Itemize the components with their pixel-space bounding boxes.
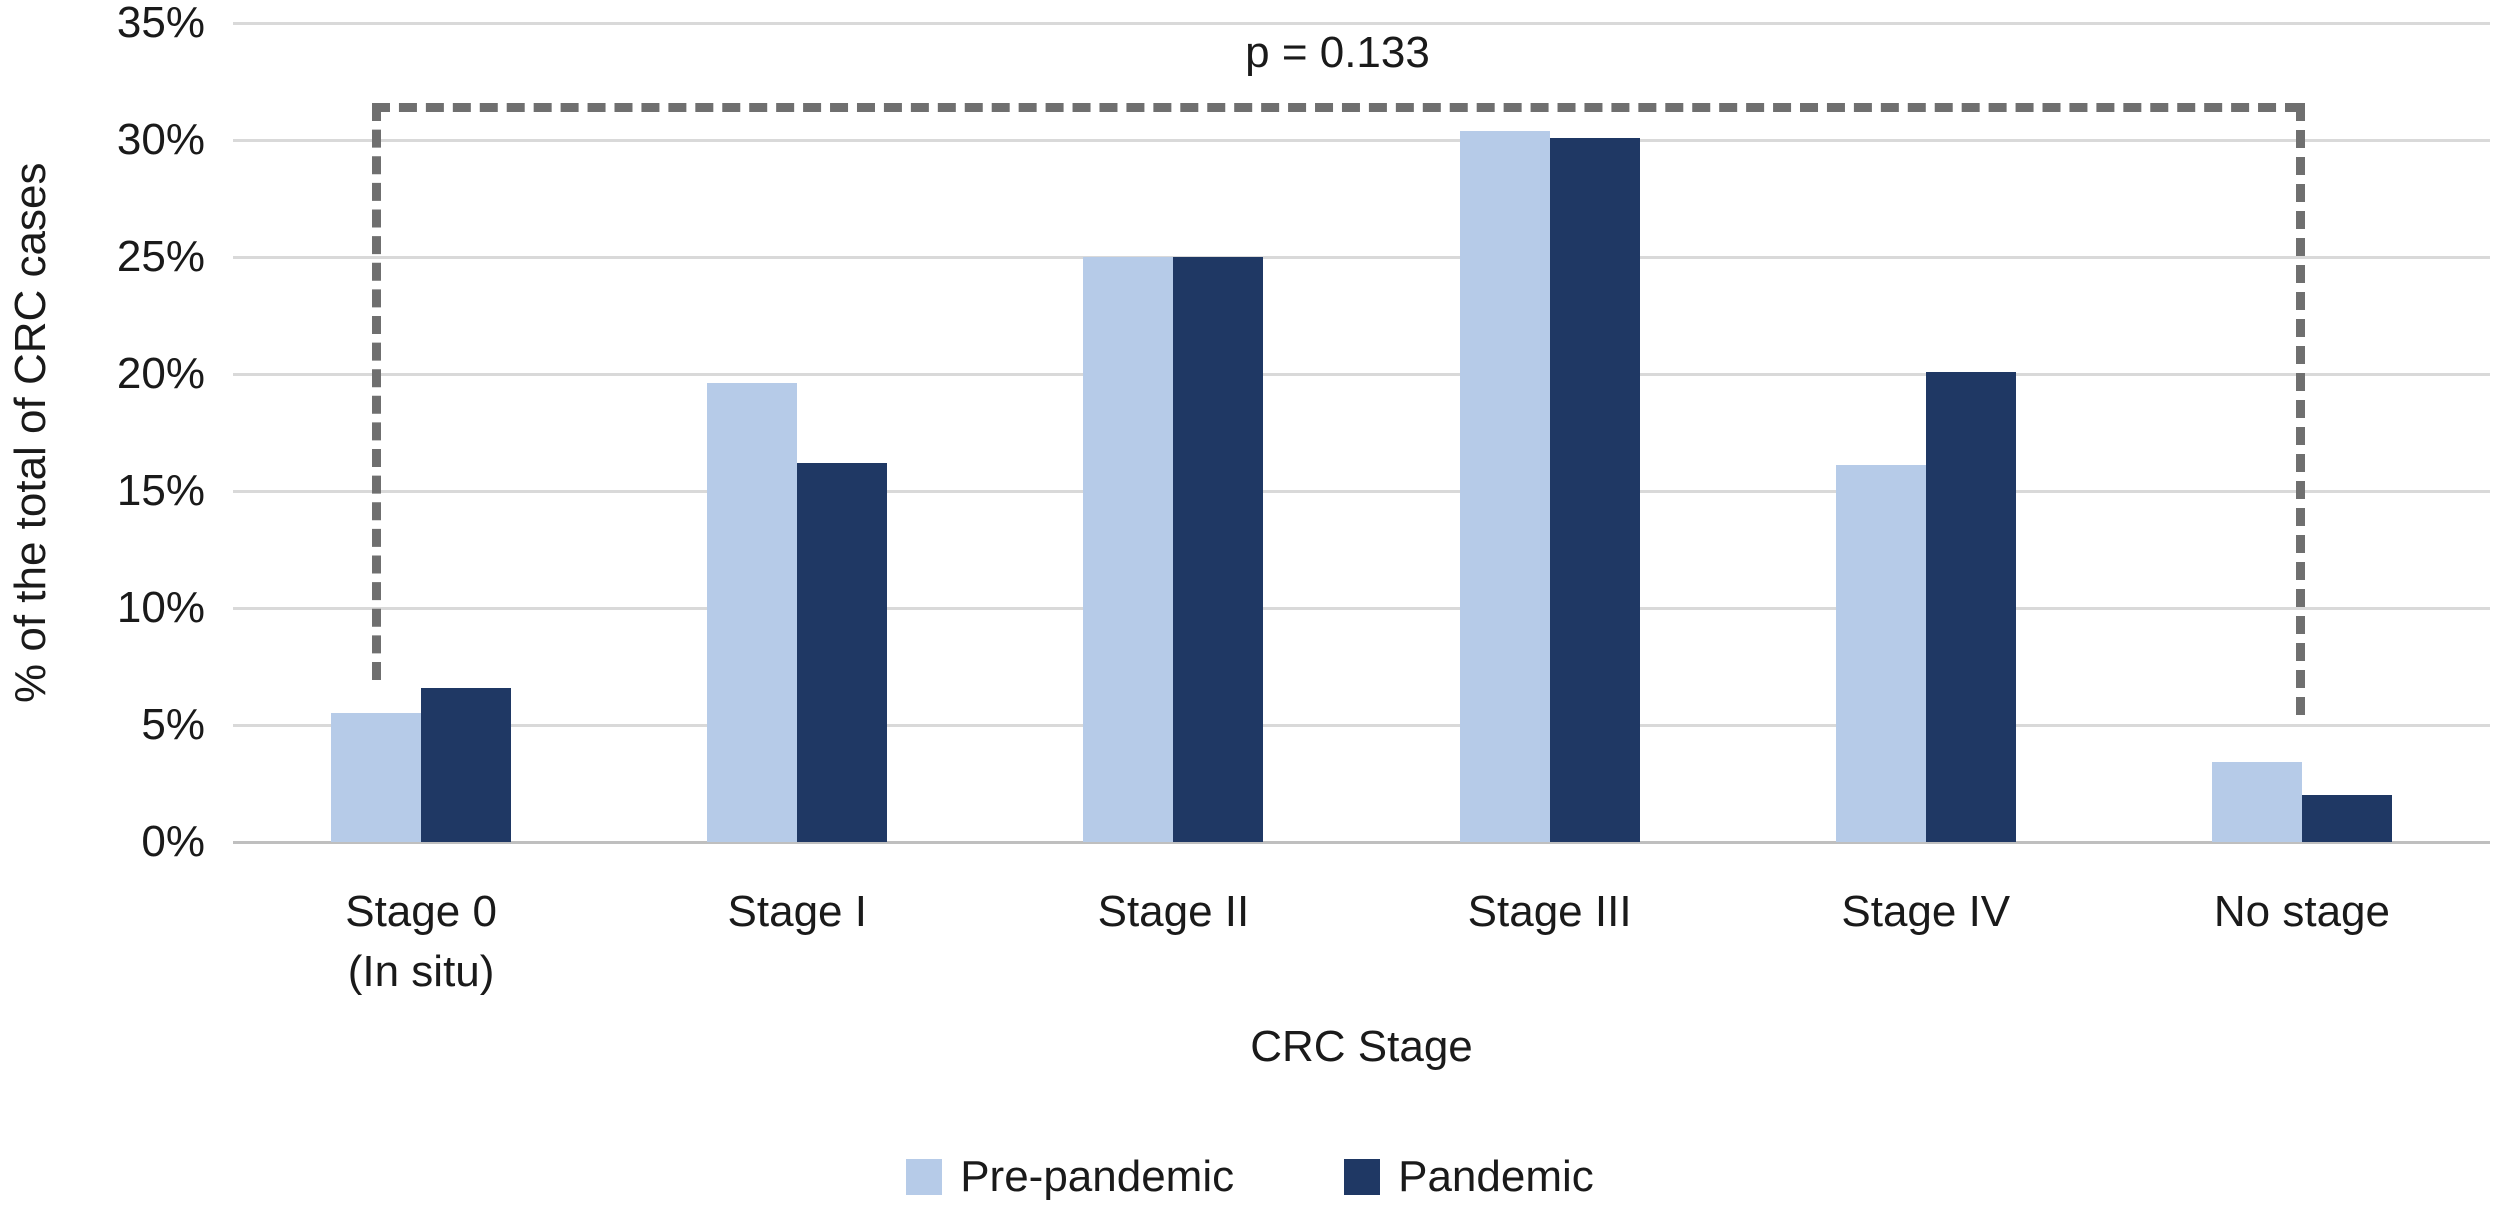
category-label: Stage I <box>727 887 867 936</box>
category-label: Stage IV <box>1841 887 2011 936</box>
gridline <box>233 256 2490 259</box>
bar-pandemic <box>2301 795 2392 842</box>
y-tick-label: 5% <box>141 700 205 749</box>
bar-pre-pandemic <box>1835 465 1926 842</box>
legend-label-pre-pandemic: Pre-pandemic <box>960 1152 1235 1201</box>
gridline <box>233 841 2490 844</box>
legend-swatch-pre-pandemic <box>906 1159 943 1195</box>
y-tick-label: 25% <box>116 232 205 281</box>
y-tick-label: 35% <box>116 0 205 47</box>
y-tick-label: 20% <box>116 349 205 398</box>
bar-pre-pandemic <box>1083 257 1174 842</box>
bar-pandemic <box>1925 371 2016 842</box>
bar-pre-pandemic <box>1459 130 1550 842</box>
bar-group-stage-0 <box>233 23 609 842</box>
gridline <box>233 22 2490 25</box>
gridline <box>233 607 2490 610</box>
legend-item-pandemic: Pandemic <box>1344 1152 1594 1202</box>
bar-group-stage-iii <box>1362 23 1738 842</box>
category-label: Stage 0 (In situ) <box>345 887 497 996</box>
bar-series-container <box>233 23 2490 842</box>
p-value-bracket-horizontal <box>372 103 2303 112</box>
legend-swatch-pandemic <box>1344 1159 1381 1195</box>
y-tick-label: 10% <box>116 583 205 632</box>
category-label: No stage <box>2213 887 2390 936</box>
gridline <box>233 373 2490 376</box>
bar-pandemic <box>421 687 512 842</box>
bar-pre-pandemic <box>2211 762 2302 842</box>
gridline <box>233 139 2490 142</box>
x-axis-title: CRC Stage <box>1250 1022 1473 1071</box>
p-value-bracket-right <box>2296 103 2305 715</box>
legend-item-pre-pandemic: Pre-pandemic <box>906 1152 1234 1202</box>
legend-label-pandemic: Pandemic <box>1398 1152 1594 1201</box>
gridline <box>233 724 2490 727</box>
bar-pre-pandemic <box>707 383 798 842</box>
category-label: Stage III <box>1467 887 1632 936</box>
plot-area <box>233 22 2490 844</box>
y-tick-label: 30% <box>116 115 205 164</box>
bar-group-stage-i <box>609 23 985 842</box>
y-tick-label: 15% <box>116 466 205 515</box>
gridline <box>233 490 2490 493</box>
bar-pandemic <box>797 462 888 842</box>
bar-group-stage-ii <box>985 23 1361 842</box>
category-label: Stage II <box>1097 887 1250 936</box>
p-value-annotation: p = 0.133 <box>1245 28 1430 77</box>
p-value-bracket-left <box>372 103 381 680</box>
bar-group-no-stage <box>2114 23 2490 842</box>
bar-pandemic <box>1549 137 1640 842</box>
y-tick-label: 0% <box>141 817 205 866</box>
bar-group-stage-iv <box>1738 23 2114 842</box>
legend: Pre-pandemic Pandemic <box>0 1152 2500 1202</box>
x-axis-category-labels: Stage 0 (In situ) Stage I Stage II Stage III… <box>233 882 2490 1002</box>
bar-pre-pandemic <box>331 713 422 842</box>
bar-pandemic <box>1173 257 1264 842</box>
